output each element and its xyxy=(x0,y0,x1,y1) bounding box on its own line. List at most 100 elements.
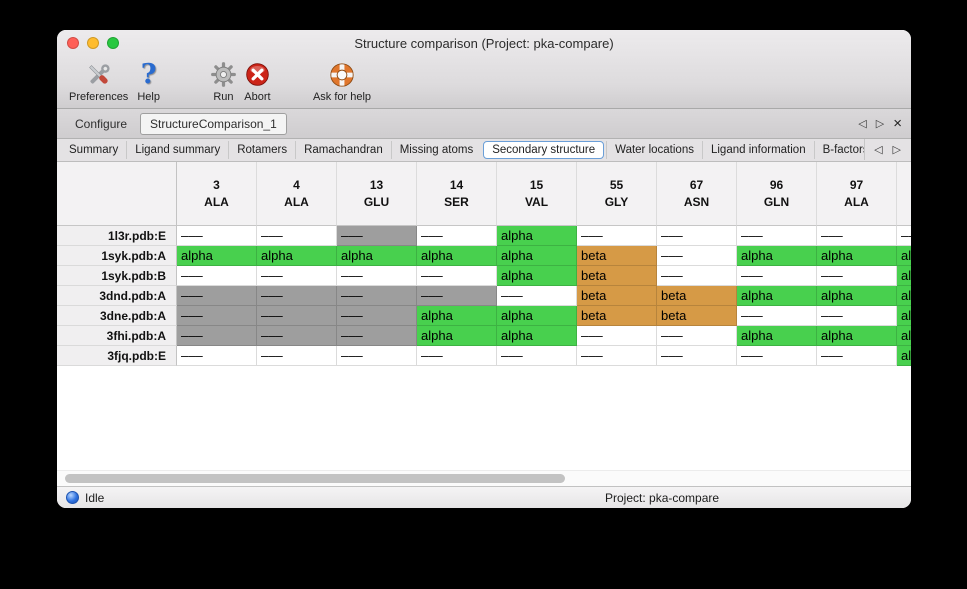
ss-cell[interactable]: alpha xyxy=(897,286,911,306)
ss-cell[interactable]: alpha xyxy=(497,226,577,246)
ss-cell[interactable]: alpha xyxy=(417,306,497,326)
ss-cell[interactable]: ––– xyxy=(417,226,497,246)
column-header[interactable]: 3 ALA xyxy=(177,162,257,226)
close-window-button[interactable] xyxy=(67,37,79,49)
ss-cell[interactable]: alpha xyxy=(177,246,257,266)
ss-cell[interactable]: alpha xyxy=(897,346,911,366)
ss-cell[interactable]: ––– xyxy=(177,326,257,346)
ss-cell[interactable]: ––– xyxy=(177,306,257,326)
ss-cell[interactable]: alpha xyxy=(417,246,497,266)
ss-cell[interactable]: ––– xyxy=(737,266,817,286)
row-header[interactable]: 3dnd.pdb:A xyxy=(57,286,177,306)
ss-cell[interactable]: alpha xyxy=(257,246,337,266)
ss-cell[interactable]: ––– xyxy=(657,226,737,246)
column-header[interactable]: 14 SER xyxy=(417,162,497,226)
column-header[interactable]: 4 ALA xyxy=(257,162,337,226)
ss-cell[interactable]: beta xyxy=(577,266,657,286)
ss-cell[interactable]: ––– xyxy=(257,346,337,366)
ss-cell[interactable]: ––– xyxy=(177,226,257,246)
ss-cell[interactable]: alpha xyxy=(817,326,897,346)
ss-cell[interactable]: ––– xyxy=(257,226,337,246)
ss-cell[interactable]: ––– xyxy=(897,226,911,246)
ss-cell[interactable]: ––– xyxy=(657,346,737,366)
ss-cell[interactable]: ––– xyxy=(177,266,257,286)
row-header[interactable]: 1l3r.pdb:E xyxy=(57,226,177,246)
ss-cell[interactable]: alpha xyxy=(897,266,911,286)
ss-cell[interactable]: ––– xyxy=(417,346,497,366)
row-header[interactable]: 3dne.pdb:A xyxy=(57,306,177,326)
abort-button[interactable]: Abort xyxy=(244,59,271,103)
ss-cell[interactable]: ––– xyxy=(657,326,737,346)
minimize-window-button[interactable] xyxy=(87,37,99,49)
run-button[interactable]: Run xyxy=(210,59,237,103)
ss-cell[interactable]: ––– xyxy=(657,266,737,286)
ss-cell[interactable]: ––– xyxy=(577,346,657,366)
section-tab-summary[interactable]: Summary xyxy=(69,144,119,156)
ss-cell[interactable]: alpha xyxy=(737,326,817,346)
ss-cell[interactable]: ––– xyxy=(737,306,817,326)
row-header[interactable]: 3fjq.pdb:E xyxy=(57,346,177,366)
ss-cell[interactable]: ––– xyxy=(737,346,817,366)
ss-cell[interactable]: ––– xyxy=(177,346,257,366)
column-header[interactable] xyxy=(897,162,911,226)
column-header[interactable]: 55 GLY xyxy=(577,162,657,226)
ss-cell[interactable]: beta xyxy=(657,286,737,306)
ss-cell[interactable]: ––– xyxy=(497,286,577,306)
ss-cell[interactable]: alpha xyxy=(497,306,577,326)
ss-cell[interactable]: alpha xyxy=(497,266,577,286)
ss-cell[interactable]: alpha xyxy=(737,246,817,266)
ss-cell[interactable]: alpha xyxy=(897,246,911,266)
ss-cell[interactable]: ––– xyxy=(257,326,337,346)
document-tab-configure[interactable]: Configure xyxy=(75,116,128,131)
preferences-button[interactable]: Preferences xyxy=(69,59,128,103)
ss-cell[interactable]: ––– xyxy=(497,346,577,366)
zoom-window-button[interactable] xyxy=(107,37,119,49)
ss-cell[interactable]: alpha xyxy=(497,326,577,346)
section-tab-ligand-summary[interactable]: Ligand summary xyxy=(126,141,228,159)
ss-cell[interactable]: ––– xyxy=(337,286,417,306)
ss-cell[interactable]: ––– xyxy=(737,226,817,246)
ss-cell[interactable]: ––– xyxy=(657,246,737,266)
section-tab-water-locations[interactable]: Water locations xyxy=(606,141,702,159)
column-header[interactable]: 13 GLU xyxy=(337,162,417,226)
row-header[interactable]: 1syk.pdb:B xyxy=(57,266,177,286)
document-tab-structurecomparison-1[interactable]: StructureComparison_1 xyxy=(140,112,287,135)
ss-cell[interactable]: beta xyxy=(657,306,737,326)
section-tab-missing-atoms[interactable]: Missing atoms xyxy=(390,141,482,159)
section-tab-secondary-structure[interactable]: Secondary structure xyxy=(483,141,605,159)
ss-cell[interactable]: alpha xyxy=(497,246,577,266)
ss-cell[interactable]: ––– xyxy=(257,286,337,306)
ss-cell[interactable]: ––– xyxy=(417,286,497,306)
ss-cell[interactable]: ––– xyxy=(337,266,417,286)
section-scroll-right-icon[interactable]: ▷ xyxy=(892,144,901,156)
ss-cell[interactable]: alpha xyxy=(817,286,897,306)
section-tab-ramachandran[interactable]: Ramachandran xyxy=(295,141,391,159)
ss-cell[interactable]: beta xyxy=(577,306,657,326)
ss-cell[interactable]: ––– xyxy=(577,326,657,346)
ss-cell[interactable]: beta xyxy=(577,246,657,266)
ss-cell[interactable]: ––– xyxy=(257,266,337,286)
row-header[interactable]: 3fhi.pdb:A xyxy=(57,326,177,346)
ask-for-help-button[interactable]: Ask for help xyxy=(313,59,371,103)
tab-scroll-right-icon[interactable]: ▷ xyxy=(875,118,885,130)
ss-cell[interactable]: ––– xyxy=(337,326,417,346)
ss-cell[interactable]: alpha xyxy=(417,326,497,346)
column-header[interactable]: 67 ASN xyxy=(657,162,737,226)
ss-cell[interactable]: ––– xyxy=(337,306,417,326)
section-tab-b-factors[interactable]: B-factors xyxy=(813,141,877,159)
help-button[interactable]: ? Help xyxy=(137,59,160,103)
scrollbar-thumb[interactable] xyxy=(65,474,565,483)
ss-cell[interactable]: ––– xyxy=(817,306,897,326)
titlebar[interactable]: Structure comparison (Project: pka-compa… xyxy=(57,30,911,56)
ss-cell[interactable]: alpha xyxy=(337,246,417,266)
ss-cell[interactable]: beta xyxy=(577,286,657,306)
section-scroll-left-icon[interactable]: ◁ xyxy=(874,144,883,156)
ss-cell[interactable]: ––– xyxy=(337,346,417,366)
column-header[interactable]: 97 ALA xyxy=(817,162,897,226)
tab-scroll-left-icon[interactable]: ◁ xyxy=(858,118,867,130)
ss-cell[interactable]: alpha xyxy=(897,326,911,346)
ss-cell[interactable]: ––– xyxy=(817,266,897,286)
ss-cell[interactable]: alpha xyxy=(737,286,817,306)
tab-close-icon[interactable]: × xyxy=(893,115,902,132)
ss-cell[interactable]: ––– xyxy=(577,226,657,246)
